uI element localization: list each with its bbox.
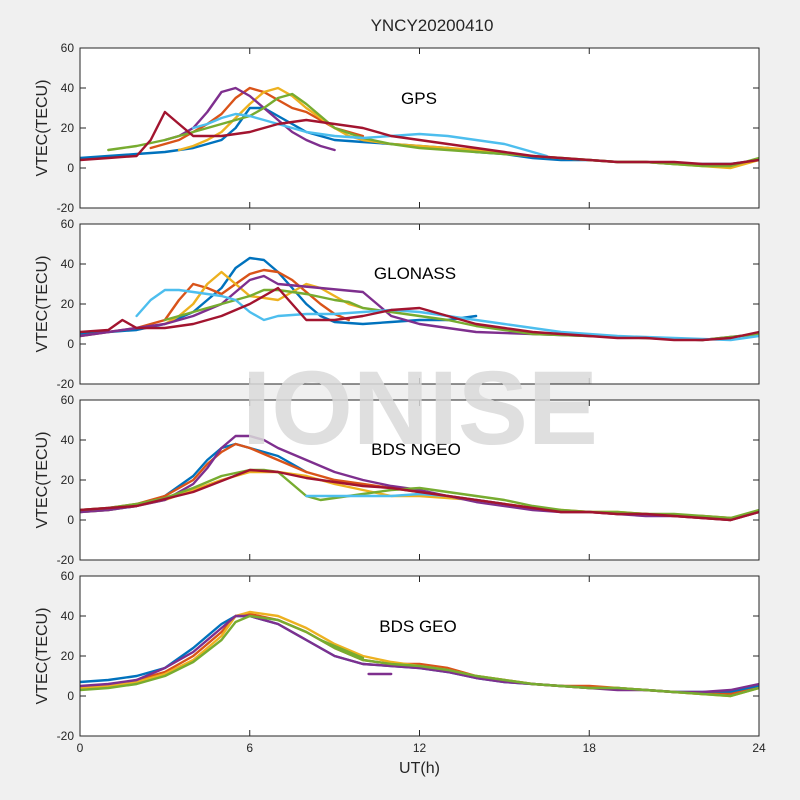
series-line-7 [80,468,759,522]
y-tick-label: 60 [61,393,75,407]
figure-title: YNCY20200410 [371,16,494,35]
y-tick-label: 60 [61,569,75,583]
y-tick-label: 0 [67,689,74,703]
series-group [80,434,759,522]
x-tick-label: 18 [583,741,597,755]
series-line-6 [191,112,548,158]
subplot-annotation: BDS NGEO [371,440,461,459]
subplot-annotation: GPS [401,89,437,108]
y-tick-label: 20 [61,473,75,487]
y-tick-label: 20 [61,649,75,663]
y-tick-label: 60 [61,217,75,231]
subplot-annotation: BDS GEO [379,617,456,636]
x-tick-label: 12 [413,741,427,755]
x-tick-label: 0 [77,741,84,755]
subplot-annotation: GLONASS [374,264,456,283]
series-group [80,86,759,170]
subplot-3: -20 0 20 40 60 VTEC(TECU) BDS NGEO [34,393,760,567]
y-tick-label: -20 [57,201,75,215]
series-line-3 [163,270,365,326]
y-tick-label: 40 [61,433,75,447]
series-group [80,610,759,698]
plot-area [80,48,759,208]
y-axis-label: VTEC(TECU) [34,432,51,529]
y-tick-label: 0 [67,513,74,527]
x-tick-label: 24 [752,741,766,755]
series-line-7 [80,286,759,342]
y-tick-label: 60 [61,41,75,55]
y-axis-label: VTEC(TECU) [34,608,51,705]
y-tick-label: 20 [61,121,75,135]
x-axis-label: UT(h) [399,760,440,777]
y-tick-label: 40 [61,257,75,271]
y-tick-label: 0 [67,161,74,175]
y-axis-label: VTEC(TECU) [34,80,51,177]
y-tick-label: 0 [67,337,74,351]
y-tick-label: -20 [57,377,75,391]
watermark-text: IONISE [242,350,598,467]
y-tick-label: -20 [57,553,75,567]
y-tick-label: 40 [61,609,75,623]
subplot-2: -20 0 20 40 60 VTEC(TECU) GLONASS [34,217,760,391]
y-axis-label: VTEC(TECU) [34,256,51,353]
series-line-7 [80,110,759,166]
y-tick-label: 20 [61,297,75,311]
x-tick-label: 6 [246,741,253,755]
series-line-5 [80,614,759,698]
series-group [80,256,759,342]
series-line-6 [319,638,365,660]
series-line-6 [135,288,759,342]
y-tick-label: 40 [61,81,75,95]
y-tick-label: -20 [57,729,75,743]
subplot-1: -20 0 20 40 60 VTEC(TECU) GPS [34,41,760,215]
